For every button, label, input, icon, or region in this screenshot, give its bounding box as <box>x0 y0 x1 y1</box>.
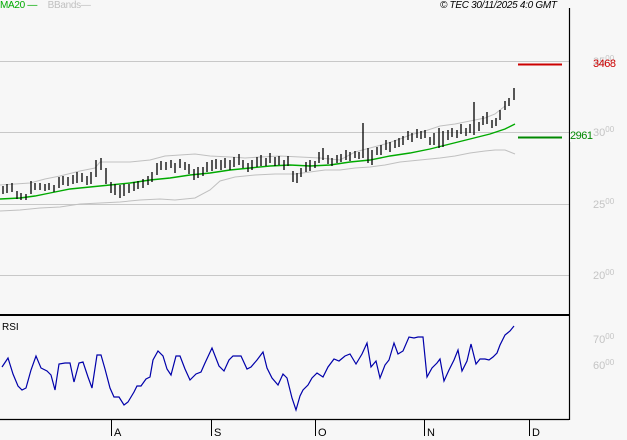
ma20-line <box>0 123 516 200</box>
chart-legend: MA20 — BBands— <box>0 0 91 11</box>
x-label-nov: N <box>427 427 435 439</box>
bband-lower-line <box>0 149 516 212</box>
ma20-swatch: — <box>24 0 38 11</box>
rsi-line <box>1 325 515 413</box>
bband-upper-line <box>0 105 506 186</box>
x-label-aug: A <box>114 427 122 439</box>
legend-bbands: BBands— <box>47 0 91 11</box>
price-bars <box>2 88 515 200</box>
support-value-label: 2961 <box>570 130 593 142</box>
legend-ma20: MA20 — <box>0 0 38 11</box>
price-tick-3500: 3500 <box>593 54 615 68</box>
rsi-tick-70: 7000 <box>593 332 615 346</box>
x-label-dec: D <box>532 427 540 439</box>
resistance-value-label: 3468 <box>593 58 616 70</box>
copyright-timestamp: © TEC 30/11/2025 4:0 GMT <box>440 0 557 11</box>
price-tick-2500: 2500 <box>593 197 615 211</box>
x-label-sep: S <box>214 427 222 439</box>
x-label-oct: O <box>318 427 327 439</box>
x-axis-ticks <box>111 420 530 436</box>
rsi-panel-title: RSI <box>2 322 19 333</box>
price-tick-3000: 3000 <box>593 125 615 139</box>
bbands-swatch: — <box>80 0 91 11</box>
price-tick-2000: 2000 <box>593 268 615 282</box>
rsi-tick-60: 6000 <box>593 358 615 372</box>
